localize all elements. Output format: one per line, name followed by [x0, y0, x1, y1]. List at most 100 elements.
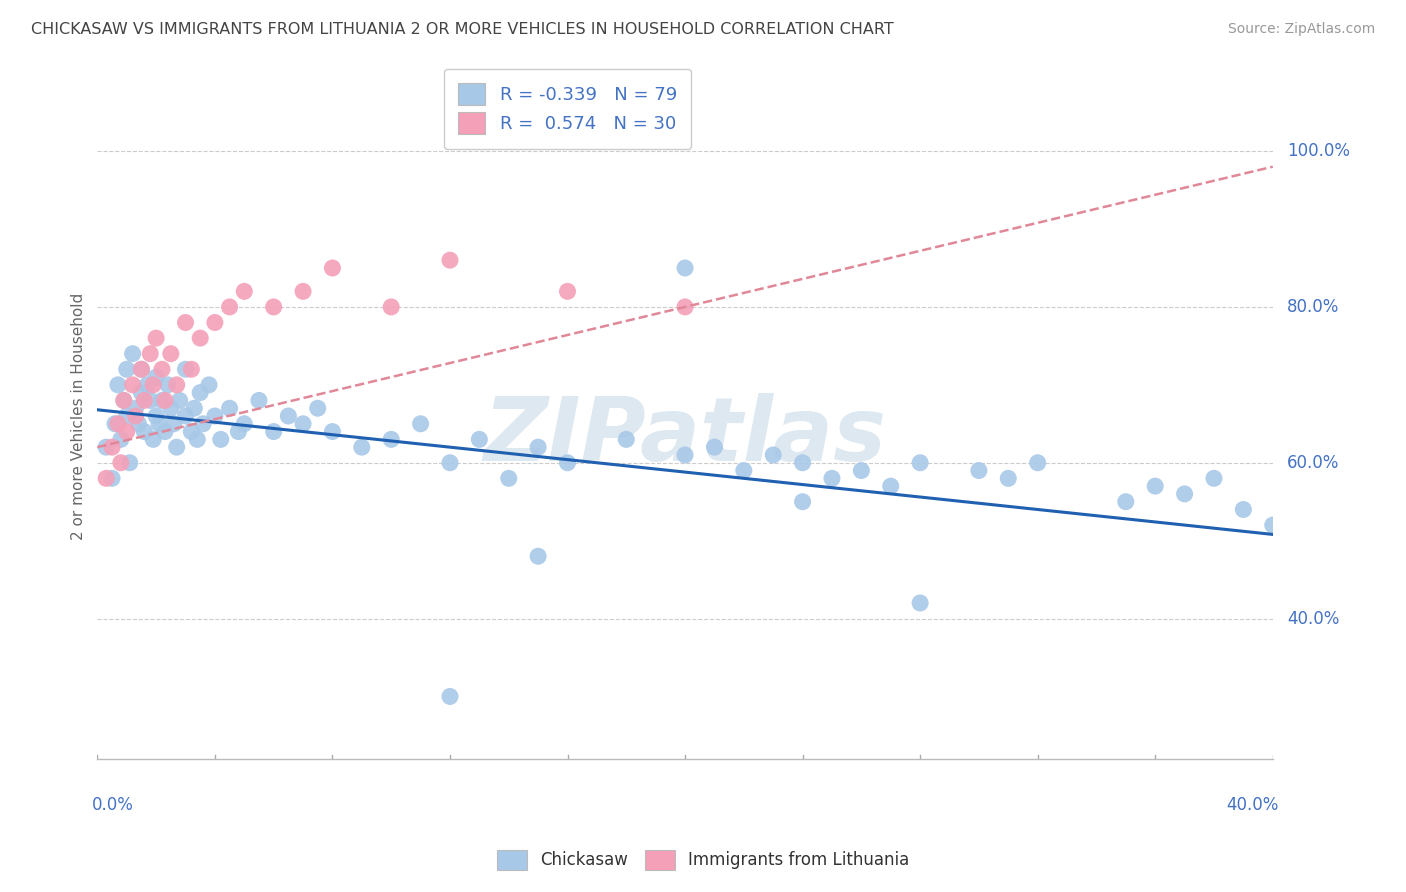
Point: [821, 471, 844, 485]
Point: [163, 417, 186, 431]
Point: [145, 409, 167, 423]
Point: [321, 425, 343, 439]
Point: [321, 260, 343, 275]
Point: [908, 596, 931, 610]
Point: [101, 440, 124, 454]
Point: [851, 464, 873, 478]
Point: [188, 385, 211, 400]
Point: [380, 433, 402, 447]
Point: [527, 440, 550, 454]
Point: [145, 331, 167, 345]
Point: [101, 471, 124, 485]
Point: [142, 377, 165, 392]
Point: [183, 401, 205, 416]
Point: [1202, 471, 1225, 485]
Point: [673, 260, 696, 275]
Point: [153, 393, 176, 408]
Point: [110, 456, 132, 470]
Point: [107, 377, 129, 392]
Point: [233, 285, 256, 299]
Point: [166, 377, 188, 392]
Point: [180, 362, 202, 376]
Point: [142, 433, 165, 447]
Point: [218, 401, 240, 416]
Point: [557, 285, 579, 299]
Text: 60.0%: 60.0%: [1286, 454, 1340, 472]
Point: [124, 409, 146, 423]
Point: [792, 494, 814, 508]
Point: [186, 433, 208, 447]
Legend: R = -0.339   N = 79, R =  0.574   N = 30: R = -0.339 N = 79, R = 0.574 N = 30: [444, 69, 692, 149]
Point: [153, 425, 176, 439]
Text: Source: ZipAtlas.com: Source: ZipAtlas.com: [1227, 22, 1375, 37]
Point: [908, 456, 931, 470]
Point: [967, 464, 990, 478]
Point: [134, 393, 156, 408]
Point: [1232, 502, 1254, 516]
Point: [198, 377, 221, 392]
Point: [204, 316, 226, 330]
Point: [997, 471, 1019, 485]
Point: [498, 471, 520, 485]
Point: [112, 393, 135, 408]
Text: CHICKASAW VS IMMIGRANTS FROM LITHUANIA 2 OR MORE VEHICLES IN HOUSEHOLD CORRELATI: CHICKASAW VS IMMIGRANTS FROM LITHUANIA 2…: [31, 22, 894, 37]
Point: [380, 300, 402, 314]
Point: [762, 448, 785, 462]
Point: [139, 347, 162, 361]
Text: 100.0%: 100.0%: [1286, 142, 1350, 161]
Point: [439, 456, 461, 470]
Point: [124, 401, 146, 416]
Text: 40.0%: 40.0%: [1286, 609, 1340, 628]
Point: [218, 300, 240, 314]
Point: [121, 377, 143, 392]
Point: [350, 440, 373, 454]
Point: [145, 370, 167, 384]
Text: 80.0%: 80.0%: [1286, 298, 1340, 316]
Point: [150, 393, 173, 408]
Point: [110, 433, 132, 447]
Point: [233, 417, 256, 431]
Point: [292, 417, 315, 431]
Point: [1144, 479, 1167, 493]
Point: [115, 362, 138, 376]
Point: [121, 347, 143, 361]
Point: [209, 433, 232, 447]
Point: [557, 456, 579, 470]
Point: [1026, 456, 1049, 470]
Y-axis label: 2 or more Vehicles in Household: 2 or more Vehicles in Household: [72, 293, 86, 540]
Point: [228, 425, 250, 439]
Point: [468, 433, 491, 447]
Point: [159, 401, 181, 416]
Point: [792, 456, 814, 470]
Point: [247, 393, 270, 408]
Point: [127, 417, 149, 431]
Point: [439, 690, 461, 704]
Point: [107, 417, 129, 431]
Point: [118, 456, 141, 470]
Point: [292, 285, 315, 299]
Point: [159, 347, 181, 361]
Point: [174, 362, 197, 376]
Point: [169, 393, 191, 408]
Point: [527, 549, 550, 564]
Text: ZIPatlas: ZIPatlas: [484, 393, 887, 480]
Point: [134, 425, 156, 439]
Point: [1261, 518, 1284, 533]
Point: [131, 362, 153, 376]
Point: [277, 409, 299, 423]
Legend: Chickasaw, Immigrants from Lithuania: Chickasaw, Immigrants from Lithuania: [491, 843, 915, 877]
Point: [115, 409, 138, 423]
Point: [156, 377, 179, 392]
Point: [174, 316, 197, 330]
Point: [1174, 487, 1197, 501]
Point: [880, 479, 903, 493]
Point: [263, 425, 285, 439]
Point: [307, 401, 329, 416]
Point: [96, 440, 118, 454]
Point: [1115, 494, 1137, 508]
Point: [174, 409, 197, 423]
Point: [148, 417, 170, 431]
Point: [733, 464, 755, 478]
Point: [131, 362, 153, 376]
Point: [673, 300, 696, 314]
